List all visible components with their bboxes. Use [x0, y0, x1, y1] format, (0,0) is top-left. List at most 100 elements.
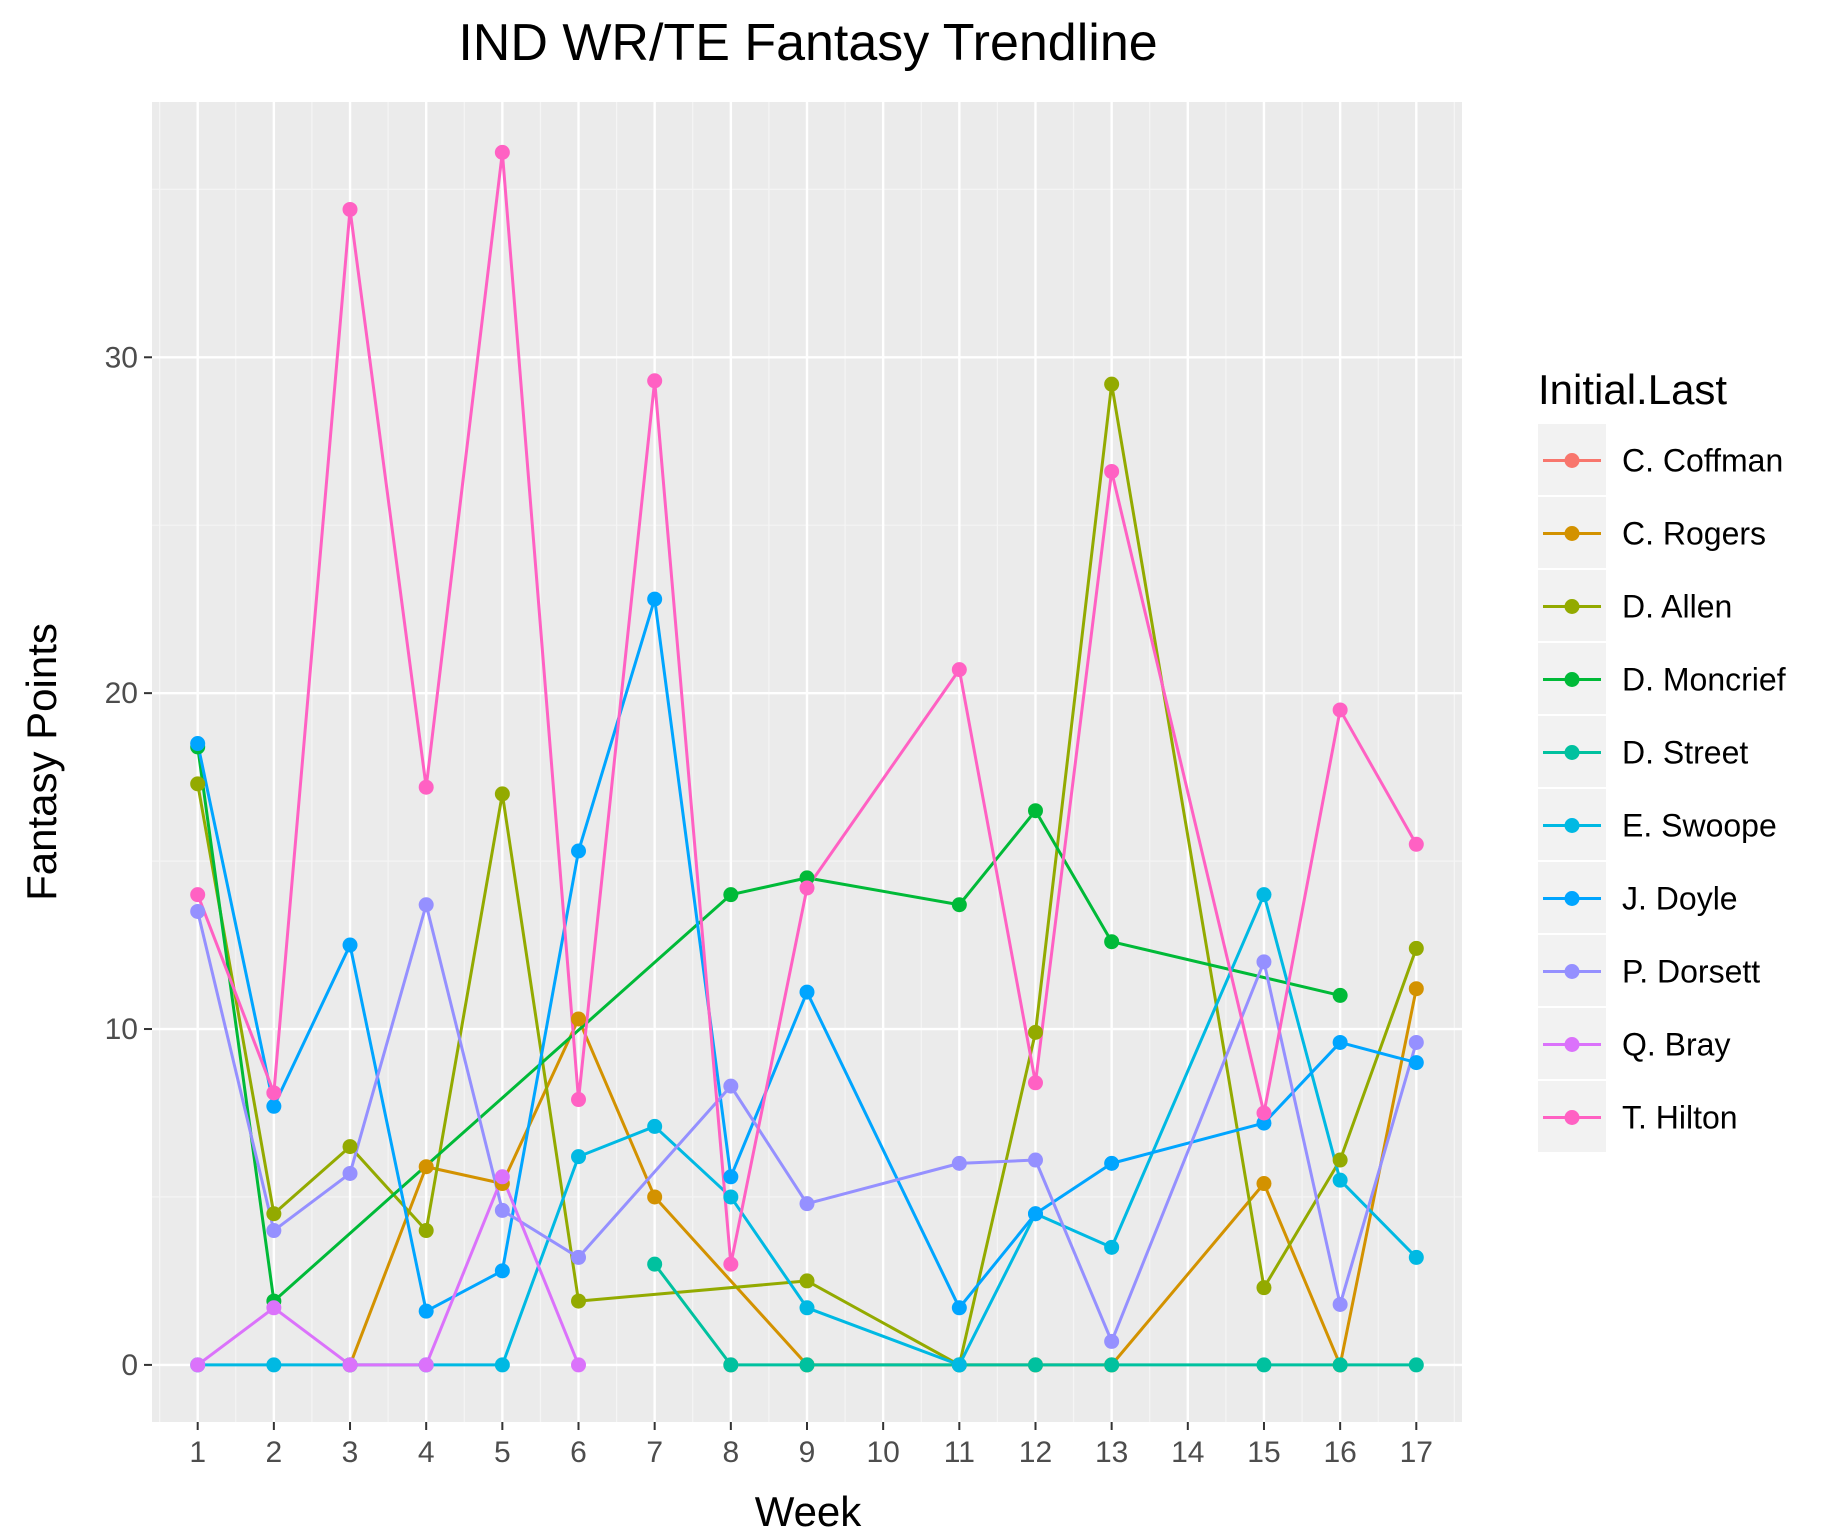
legend-key-point [1564, 745, 1580, 760]
data-point-d-allen [571, 1293, 587, 1309]
legend-key-point [1564, 453, 1580, 468]
data-point-p-dorsett [571, 1249, 587, 1265]
data-point-d-moncrief [723, 887, 739, 903]
data-point-q-bray [571, 1357, 587, 1373]
data-point-e-swoope [571, 1149, 587, 1165]
data-point-j-doyle [571, 843, 587, 859]
data-point-d-moncrief [1332, 987, 1348, 1003]
data-point-c-rogers [647, 1189, 663, 1205]
legend-key-point [1564, 1037, 1580, 1052]
data-point-e-swoope [494, 1357, 510, 1373]
y-axis: 0 10 20 30 [105, 341, 152, 1382]
data-point-j-doyle [723, 1169, 739, 1185]
x-tick-label: 5 [494, 1436, 511, 1469]
x-tick-label: 14 [1171, 1436, 1204, 1469]
data-point-t-hilton [647, 373, 663, 389]
legend: C. Coffman C. Rogers D. Allen D. Moncrief D.… [1538, 424, 1786, 1152]
data-point-e-swoope [266, 1357, 282, 1373]
data-point-q-bray [342, 1357, 358, 1373]
data-point-d-allen [799, 1273, 815, 1289]
data-point-e-swoope [647, 1118, 663, 1134]
data-point-e-swoope [723, 1189, 739, 1205]
data-point-j-doyle [266, 1098, 282, 1114]
data-point-t-hilton [1332, 702, 1348, 718]
data-point-p-dorsett [266, 1223, 282, 1239]
data-point-t-hilton [342, 201, 358, 217]
data-point-q-bray [494, 1169, 510, 1185]
y-axis-title: Fantasy Points [18, 623, 65, 901]
data-point-j-doyle [1332, 1034, 1348, 1050]
data-point-j-doyle [494, 1263, 510, 1279]
data-point-d-allen [1256, 1280, 1272, 1296]
data-point-t-hilton [1256, 1105, 1272, 1121]
legend-label: D. Street [1622, 735, 1748, 771]
data-point-d-street [799, 1357, 815, 1373]
x-tick-label: 2 [266, 1436, 283, 1469]
data-point-d-street [647, 1256, 663, 1272]
data-point-t-hilton [799, 880, 815, 896]
chart-title: IND WR/TE Fantasy Trendline [458, 14, 1157, 72]
data-point-p-dorsett [723, 1078, 739, 1094]
y-tick-label: 30 [105, 341, 138, 374]
data-point-p-dorsett [1408, 1034, 1424, 1050]
data-point-d-street [1408, 1357, 1424, 1373]
x-axis-title: Week [755, 1488, 863, 1533]
data-point-t-hilton [418, 779, 434, 795]
data-point-t-hilton [1408, 836, 1424, 852]
legend-title: Initial.Last [1538, 366, 1727, 413]
data-point-j-doyle [1408, 1055, 1424, 1071]
legend-label: D. Allen [1622, 589, 1732, 625]
data-point-d-allen [418, 1223, 434, 1239]
series-line-p-dorsett [196, 903, 1418, 1343]
x-tick-label: 15 [1247, 1436, 1280, 1469]
data-point-d-allen [1332, 1152, 1348, 1168]
data-point-d-street [723, 1357, 739, 1373]
x-tick-label: 4 [418, 1436, 435, 1469]
data-point-d-allen [1408, 940, 1424, 956]
data-point-t-hilton [1027, 1075, 1043, 1091]
legend-label: C. Coffman [1622, 443, 1783, 479]
x-tick-label: 7 [646, 1436, 663, 1469]
data-point-d-moncrief [951, 897, 967, 913]
data-point-e-swoope [1104, 1239, 1120, 1255]
data-point-t-hilton [190, 887, 206, 903]
legend-key-point [1564, 526, 1580, 541]
data-point-p-dorsett [1027, 1152, 1043, 1168]
legend-label: J. Doyle [1622, 881, 1738, 917]
data-point-t-hilton [494, 144, 510, 160]
data-point-t-hilton [571, 1092, 587, 1108]
data-point-d-allen [1027, 1024, 1043, 1040]
data-point-e-swoope [1332, 1172, 1348, 1188]
data-point-e-swoope [1256, 887, 1272, 903]
y-tick-label: 20 [105, 677, 138, 710]
data-point-d-street [1027, 1357, 1043, 1373]
data-point-j-doyle [951, 1300, 967, 1316]
data-point-t-hilton [266, 1085, 282, 1101]
data-point-q-bray [418, 1357, 434, 1373]
data-point-e-swoope [1408, 1249, 1424, 1265]
y-tick-label: 10 [105, 1013, 138, 1046]
series-line-q-bray [196, 1175, 580, 1367]
data-point-d-moncrief [1104, 934, 1120, 950]
data-point-j-doyle [647, 591, 663, 607]
data-point-p-dorsett [418, 897, 434, 913]
data-point-p-dorsett [1332, 1296, 1348, 1312]
data-point-p-dorsett [1104, 1333, 1120, 1349]
legend-label: Q. Bray [1622, 1027, 1730, 1063]
x-tick-label: 8 [722, 1436, 739, 1469]
data-point-p-dorsett [190, 903, 206, 919]
legend-key-point [1564, 891, 1580, 906]
data-point-d-allen [342, 1139, 358, 1155]
x-tick-label: 11 [944, 1436, 975, 1469]
x-tick-label: 16 [1323, 1436, 1356, 1469]
legend-key-point [1564, 964, 1580, 979]
data-point-d-street [1332, 1357, 1348, 1373]
data-point-t-hilton [723, 1256, 739, 1272]
data-point-t-hilton [951, 662, 967, 678]
data-point-t-hilton [1104, 463, 1120, 479]
legend-label: C. Rogers [1622, 516, 1766, 552]
data-point-q-bray [266, 1300, 282, 1316]
legend-key-point [1564, 672, 1580, 687]
legend-key-point [1564, 599, 1580, 614]
